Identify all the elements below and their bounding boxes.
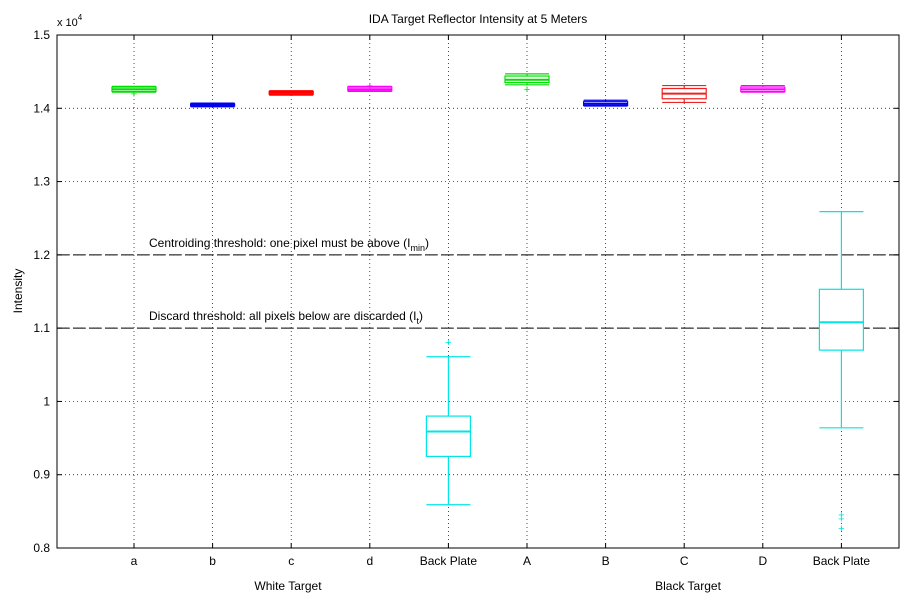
threshold-annotation-text: Centroiding threshold: one pixel must be… — [149, 236, 411, 250]
y-tick-label: 1 — [43, 394, 50, 408]
y-tick-label: 1.4 — [33, 101, 50, 115]
x-tick-label: B — [602, 554, 610, 568]
y-tick-label: 1.5 — [33, 28, 50, 42]
x-tick-label: Back Plate — [813, 554, 871, 568]
box-1: + — [111, 85, 157, 101]
box-iqr — [425, 415, 471, 457]
threshold-annotation-subscript: min — [411, 243, 426, 253]
box-10: +++ — [818, 211, 865, 535]
box-iqr — [818, 288, 865, 351]
outlier-point: + — [838, 514, 844, 526]
threshold-annotation-subscript: t — [416, 316, 419, 326]
x-tick-label: C — [680, 554, 689, 568]
outlier-point: + — [838, 509, 844, 521]
outlier-point: + — [838, 523, 844, 535]
outlier-point: + — [131, 89, 137, 101]
outlier-point: + — [367, 81, 373, 93]
box-2 — [190, 102, 236, 108]
plot-area-background — [57, 35, 899, 548]
y-tick-label: 1.3 — [33, 175, 50, 189]
x-tick-label: b — [209, 554, 216, 568]
y-tick-label: 1.2 — [33, 248, 50, 262]
threshold-annotation: Centroiding threshold: one pixel must be… — [149, 236, 429, 253]
x-tick-label: Back Plate — [420, 554, 478, 568]
y-scale-exponent: 4 — [78, 13, 83, 22]
box-7 — [582, 99, 629, 107]
box-3 — [268, 90, 314, 96]
plot-area-frame — [56, 34, 900, 549]
y-axis-label: Intensity — [11, 269, 25, 314]
outlier-point: + — [524, 84, 530, 96]
x-tick-label: a — [131, 554, 138, 568]
box-9 — [740, 84, 786, 93]
threshold-annotation-text: Discard threshold: all pixels below are … — [149, 309, 416, 323]
box-series: +++++++ — [111, 73, 865, 535]
group-label-black-target: Black Target — [655, 579, 721, 593]
axes: 0.8 0.9 1 1.1 1.2 1.3 1.4 1.5 a b c d Back Plate A B C D… — [33, 28, 899, 568]
threshold-annotation: Discard threshold: all pixels below are … — [149, 309, 423, 326]
x-tick-label: D — [758, 554, 767, 568]
y-tick-label: 0.9 — [33, 468, 50, 482]
x-tick-label: c — [288, 554, 294, 568]
box-8 — [661, 84, 707, 104]
outlier-point: + — [445, 337, 451, 349]
x-tick-label: A — [523, 554, 531, 568]
chart-title: IDA Target Reflector Intensity at 5 Mete… — [369, 12, 588, 26]
threshold-lines: Centroiding threshold: one pixel must be… — [57, 236, 899, 329]
box-4: + — [347, 81, 393, 93]
grid-lines — [57, 35, 899, 548]
y-tick-label: 1.1 — [33, 321, 50, 335]
threshold-annotation-suffix: ) — [425, 236, 429, 250]
threshold-annotation-suffix: ) — [419, 309, 423, 323]
y-axis-scale-factor: x 104 — [57, 13, 83, 29]
y-tick-label: 0.8 — [33, 541, 50, 555]
x-tick-label: d — [366, 554, 373, 568]
box-6: + — [504, 73, 550, 96]
box-5: + — [425, 337, 471, 506]
y-scale-base: x 10 — [57, 17, 78, 29]
group-label-white-target: White Target — [254, 579, 322, 593]
